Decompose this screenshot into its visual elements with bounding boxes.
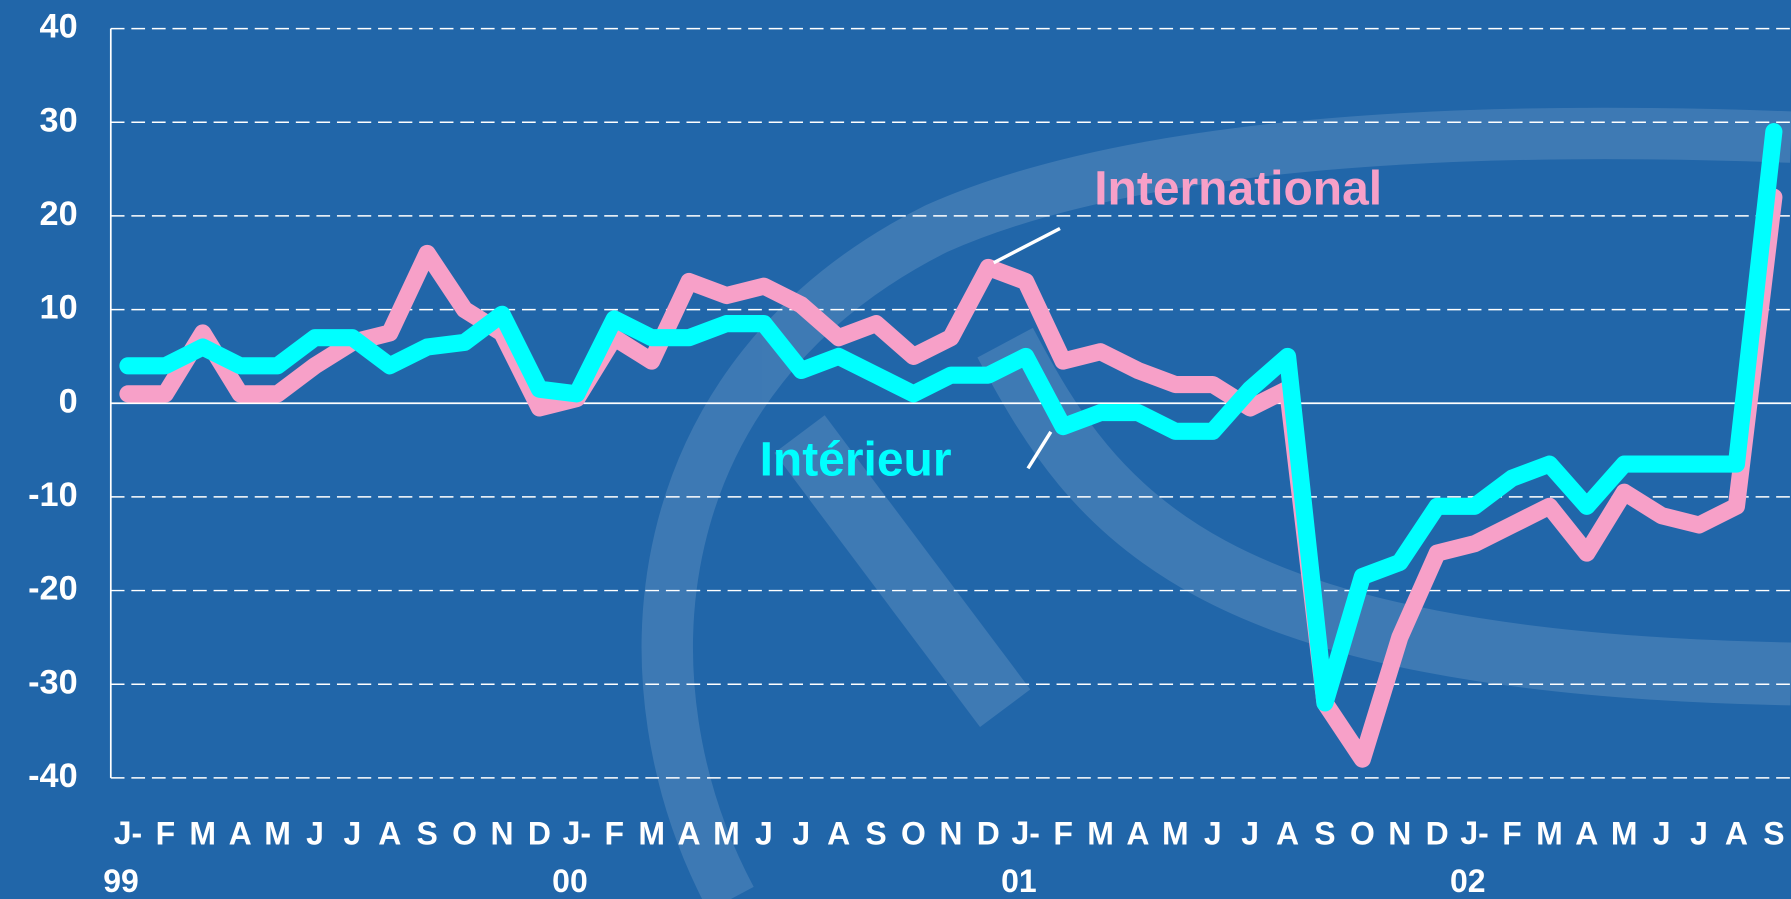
- x-tick-label: J: [1690, 816, 1708, 852]
- x-tick-label: A: [1575, 816, 1598, 852]
- x-tick-label: M: [638, 816, 665, 852]
- x-tick-label: A: [1126, 816, 1149, 852]
- x-tick-label: M: [1162, 816, 1189, 852]
- x-tick-label: N: [490, 816, 513, 852]
- x-tick-label: M: [1536, 816, 1563, 852]
- x-tick-label: M: [713, 816, 740, 852]
- x-tick-label: J-00: [552, 816, 591, 899]
- x-tick-label: O: [1350, 816, 1375, 852]
- leader-line: [1026, 430, 1053, 470]
- series-line: [119, 188, 1783, 768]
- y-tick-label: 0: [59, 382, 78, 420]
- x-tick-label: O: [452, 816, 477, 852]
- x-tick-label: A: [1725, 816, 1748, 852]
- x-tick-label: N: [939, 816, 962, 852]
- x-tick-label: J: [343, 816, 361, 852]
- x-tick-label: J: [792, 816, 810, 852]
- x-tick-label: D: [1426, 816, 1449, 852]
- x-tick-label: D: [528, 816, 551, 852]
- x-tick-label: J: [755, 816, 773, 852]
- y-tick-label: -40: [28, 757, 78, 795]
- y-tick-label: -20: [28, 570, 78, 608]
- watermark: [641, 107, 1791, 899]
- x-tick-label: F: [604, 816, 624, 852]
- x-tick-label: A: [1276, 816, 1299, 852]
- x-tick-label: F: [1502, 816, 1522, 852]
- y-tick-label: -30: [28, 663, 78, 701]
- x-tick-label: J: [306, 816, 324, 852]
- y-tick-label: 10: [40, 289, 78, 327]
- series-line: [119, 123, 1783, 712]
- x-tick-label: J-99: [103, 816, 142, 899]
- y-tick-label: -10: [28, 476, 78, 514]
- x-tick-label: M: [1087, 816, 1114, 852]
- leader-line: [992, 226, 1061, 265]
- x-tick-label: A: [378, 816, 401, 852]
- x-tick-label: J: [1653, 816, 1671, 852]
- y-tick-label: 40: [40, 8, 78, 46]
- x-tick-label: S: [1314, 816, 1335, 852]
- x-tick-label: J-02: [1450, 816, 1489, 899]
- x-tick-label: A: [827, 816, 850, 852]
- x-tick-label: O: [901, 816, 926, 852]
- series-label: International: [1094, 163, 1382, 216]
- x-tick-label: M: [1611, 816, 1638, 852]
- x-tick-label: M: [189, 816, 216, 852]
- x-tick-label: D: [977, 816, 1000, 852]
- x-tick-label: J-01: [1001, 816, 1040, 899]
- x-tick-label: J: [1241, 816, 1259, 852]
- series-label: Intérieur: [760, 433, 952, 486]
- y-tick-label: 20: [40, 195, 78, 233]
- x-tick-label: S: [417, 816, 438, 852]
- x-tick-label: F: [1053, 816, 1073, 852]
- x-tick-label: F: [156, 816, 176, 852]
- x-tick-label: N: [1388, 816, 1411, 852]
- x-tick-label: A: [229, 816, 252, 852]
- x-tick-label: J: [1204, 816, 1222, 852]
- x-tick-label: S: [1763, 816, 1784, 852]
- x-tick-label: S: [865, 816, 886, 852]
- x-tick-label: M: [264, 816, 291, 852]
- y-tick-label: 30: [40, 101, 78, 139]
- x-tick-label: A: [677, 816, 700, 852]
